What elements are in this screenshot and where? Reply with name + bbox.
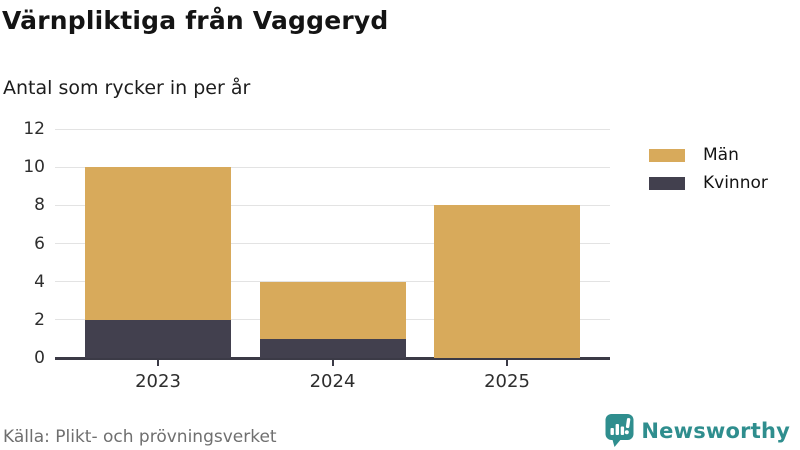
gridline-y-4 [55,281,610,283]
bar-segment-2023-män [85,167,231,320]
y-axis-tick-label: 0 [34,348,45,368]
x-axis-tick [157,359,159,366]
x-axis-tick [331,359,334,366]
x-axis-label-2025: 2025 [484,371,530,392]
brand-logo: Newsworthy [605,413,790,448]
legend-item-kvinnor: Kvinnor [649,175,768,192]
y-axis-tick-label: 2 [34,309,45,330]
gridline-y-8 [55,204,610,206]
legend-label: Kvinnor [703,173,768,193]
gridline-y-10 [55,166,610,168]
x-axis-line [55,357,610,360]
y-axis-tick-label: 8 [34,195,45,216]
bar-segment-2025-män [434,205,580,358]
bar-segment-2024-kvinnor [259,338,406,358]
x-axis-label-2023: 2023 [135,371,181,392]
gridline-y-6 [55,243,610,244]
chart-subtitle: Antal som rycker in per år [3,77,251,99]
plot-area: 0 2 4 6 8 10 12 2023 2024 2025 [23,121,610,392]
legend-swatch-kvinnor [649,177,685,190]
brand-name: Newsworthy [641,418,790,443]
y-axis-tick-label: 6 [34,233,45,254]
x-axis-label-2024: 2024 [309,371,356,392]
bar-segment-2023-kvinnor [85,319,231,358]
y-axis-tick-label: 10 [23,157,45,178]
y-axis-tick-label: 4 [34,271,45,292]
legend: Män Kvinnor [649,147,768,203]
y-axis-tick-label: 12 [23,119,45,139]
bar-segment-2024-män [259,281,406,339]
x-axis-tick [506,359,508,366]
gridline-y-12 [55,128,610,130]
legend-swatch-män [649,149,685,162]
chart-title: Värnpliktiga från Vaggeryd [2,6,389,35]
legend-item-män: Män [649,147,768,164]
newsworthy-speech-bubble-icon [605,414,634,447]
source-note: Källa: Plikt- och prövningsverket [3,427,277,447]
legend-label: Män [703,145,739,165]
